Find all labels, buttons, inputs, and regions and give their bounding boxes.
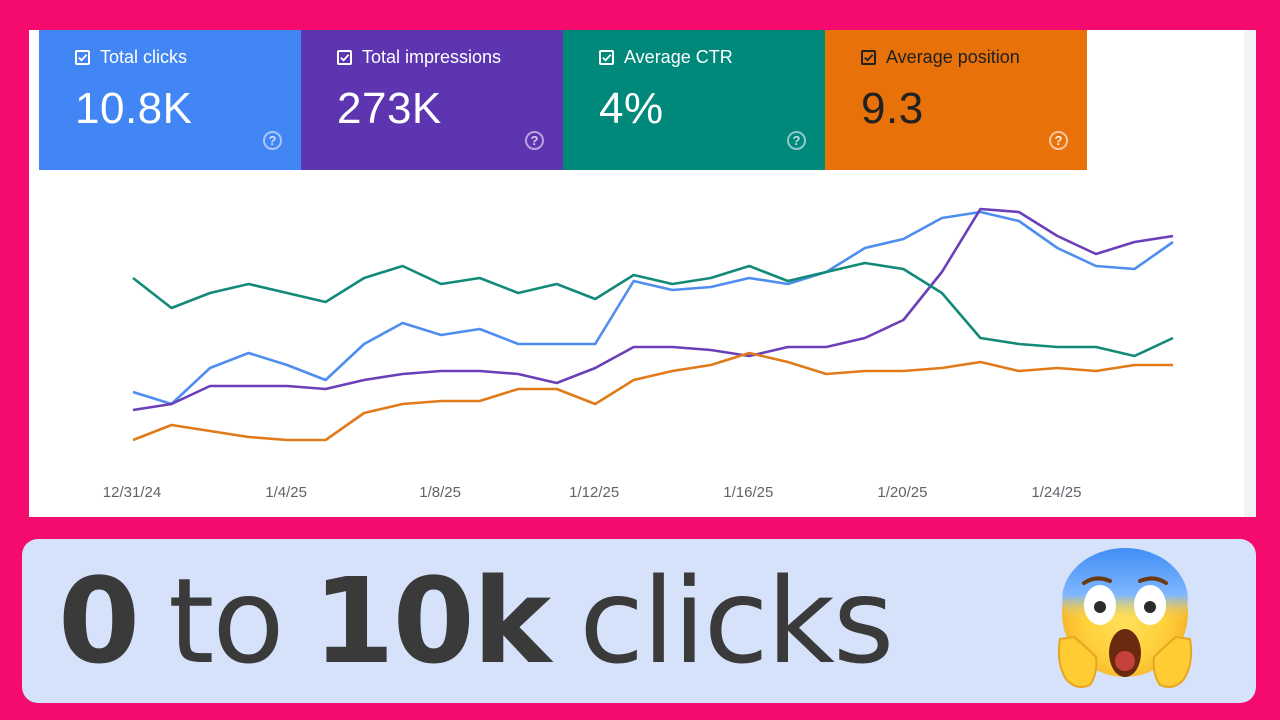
metric-label: Average position [886, 46, 1020, 67]
metric-card-total-clicks[interactable]: Total clicks 10.8K ? [39, 30, 301, 170]
x-tick-label: 1/4/25 [265, 484, 307, 501]
caption-word-clicks: clicks [579, 552, 894, 690]
series-line [132, 207, 1174, 412]
caption-number-start: 0 [58, 552, 140, 690]
metric-value: 10.8K [75, 84, 193, 133]
checkbox-checked-icon[interactable] [861, 49, 876, 65]
checkbox-checked-icon[interactable] [75, 49, 90, 65]
performance-panel: Total clicks 10.8K ? Total impressions 2… [29, 30, 1256, 517]
series-average-position [132, 351, 1173, 442]
caption-word-to: to [168, 552, 284, 690]
series-total-impressions [132, 207, 1174, 412]
metric-value: 9.3 [861, 84, 924, 133]
x-tick-label: 1/20/25 [877, 484, 927, 501]
x-tick-label: 12/31/24 [103, 484, 161, 501]
checkbox-checked-icon[interactable] [337, 49, 352, 65]
metric-card-average-ctr[interactable]: Average CTR 4% ? [563, 30, 825, 170]
x-tick-label: 1/24/25 [1031, 484, 1081, 501]
series-line [132, 351, 1173, 442]
series-line [132, 261, 1174, 358]
x-tick-label: 1/8/25 [419, 484, 461, 501]
screaming-face-emoji [1057, 548, 1193, 688]
caption-number-end: 10k [312, 552, 552, 690]
caption-banner: 0 to 10k clicks [22, 539, 1256, 703]
performance-line-chart: 12/31/24 1/4/25 1/8/25 1/12/25 1/16/25 1/20/2… [103, 207, 1174, 501]
metric-card-total-impressions[interactable]: Total impressions 273K ? [301, 30, 563, 170]
series-average-ctr [132, 261, 1174, 358]
series-total-clicks [132, 210, 1174, 406]
series-line [132, 210, 1174, 406]
metric-label: Total clicks [100, 46, 188, 67]
help-icon[interactable]: ? [525, 131, 544, 150]
metric-value: 273K [337, 84, 442, 133]
scrollbar[interactable] [1244, 30, 1256, 517]
x-tick-label: 1/12/25 [569, 484, 619, 501]
caption-text: 0 to 10k clicks [58, 539, 922, 703]
metric-label: Total impressions [362, 46, 502, 67]
help-icon[interactable]: ? [263, 131, 282, 150]
help-icon[interactable]: ? [787, 131, 806, 150]
metric-value: 4% [599, 84, 664, 133]
metric-label: Average CTR [624, 46, 733, 67]
metric-card-average-position[interactable]: Average position 9.3 ? [825, 30, 1087, 170]
checkbox-checked-icon[interactable] [599, 49, 614, 65]
help-icon[interactable]: ? [1049, 131, 1068, 150]
x-tick-label: 1/16/25 [723, 484, 773, 501]
